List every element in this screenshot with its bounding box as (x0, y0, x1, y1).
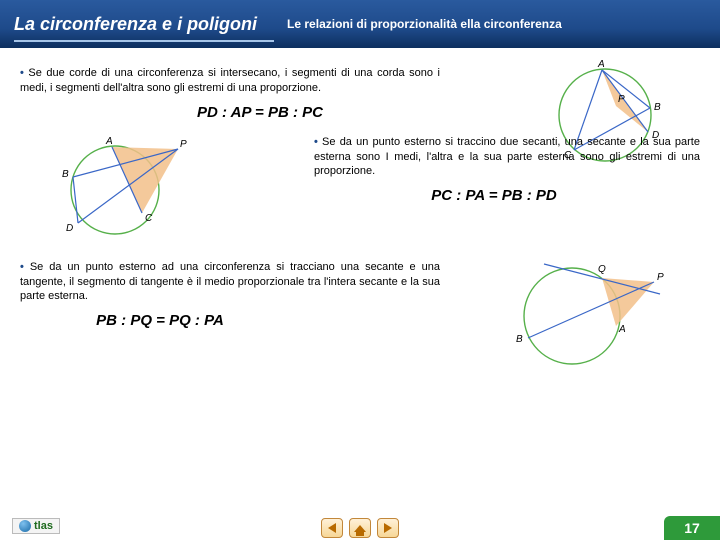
formula-2: PC : PA = PB : PD (374, 187, 614, 204)
svg-text:A: A (105, 136, 113, 147)
formula-1: PD : AP = PB : PC (140, 104, 380, 121)
nav-controls (321, 518, 399, 538)
svg-text:P: P (657, 272, 664, 283)
svg-text:A: A (597, 60, 605, 70)
next-button[interactable] (377, 518, 399, 538)
diagram-3: P Q A B (504, 256, 674, 379)
svg-text:B: B (654, 102, 661, 113)
svg-text:Q: Q (598, 264, 606, 275)
svg-text:P: P (180, 139, 187, 150)
arrow-right-icon (384, 523, 392, 533)
bullet-2: Se da un punto esterno si traccino due s… (314, 135, 700, 180)
header-underline (14, 40, 274, 42)
header-title: La circonferenza e i poligoni (14, 14, 257, 35)
diagram-2-svg: P A B C D (20, 135, 196, 247)
prev-button[interactable] (321, 518, 343, 538)
home-button[interactable] (349, 518, 371, 538)
logo-text: tlas (34, 520, 53, 532)
home-icon (354, 525, 366, 532)
svg-text:D: D (66, 223, 73, 234)
bullet-3: Se da un punto esterno ad una circonfere… (20, 260, 440, 305)
globe-icon (19, 520, 31, 532)
svg-text:B: B (516, 334, 523, 345)
svg-text:B: B (62, 169, 69, 180)
diagram-2: P A B C D (20, 135, 196, 252)
arrow-left-icon (328, 523, 336, 533)
section-1: Se due corde di una circonferenza si int… (20, 66, 700, 129)
header-bar: La circonferenza e i poligoni Le relazio… (0, 0, 720, 48)
content-area: Se due corde di una circonferenza si int… (0, 48, 720, 512)
svg-text:C: C (145, 213, 153, 224)
bullet-1: Se due corde di una circonferenza si int… (20, 66, 440, 96)
formula-3: PB : PQ = PQ : PA (50, 312, 270, 329)
header-subtitle: Le relazioni di proporzionalità ella cir… (287, 17, 562, 31)
diagram-3-svg: P Q A B (504, 256, 674, 374)
svg-text:P: P (618, 94, 625, 105)
footer-bar: tlas 17 (0, 512, 720, 540)
section-3: Se da un punto esterno ad una circonfere… (20, 260, 700, 338)
svg-text:A: A (618, 324, 626, 335)
section-2: P A B C D Se da un punto esterno si trac… (20, 135, 700, 252)
publisher-logo: tlas (12, 518, 60, 534)
page-number-badge: 17 (664, 516, 720, 540)
